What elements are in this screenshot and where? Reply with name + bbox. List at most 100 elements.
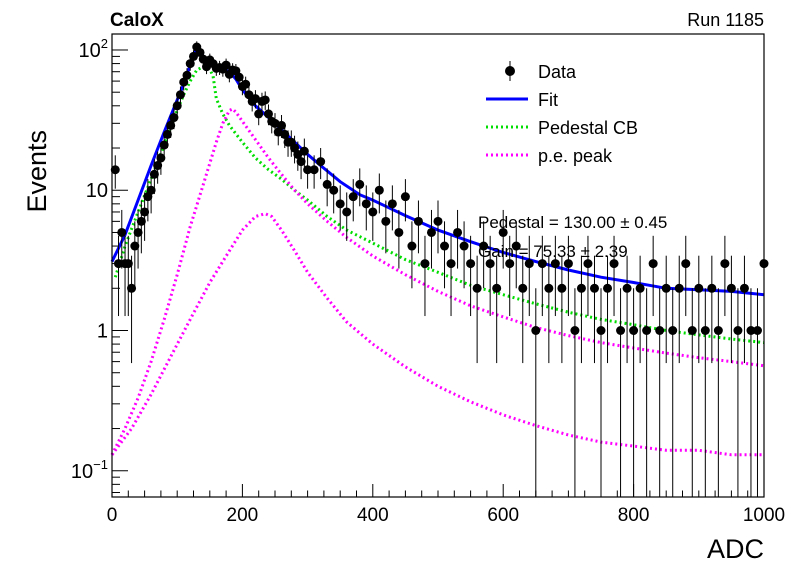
data-point <box>531 326 541 336</box>
data-point <box>309 165 319 175</box>
data-point <box>254 109 264 119</box>
data-point <box>674 283 684 293</box>
data-point <box>361 199 371 209</box>
legend-data-marker <box>505 66 515 76</box>
data-point <box>511 241 521 251</box>
y-axis-ticks: 10−1 1 10 102 <box>71 36 128 493</box>
data-point <box>446 259 456 269</box>
x-tick-label: 1000 <box>743 505 785 526</box>
y-tick-label: 1 <box>97 321 108 343</box>
data-point <box>322 179 332 189</box>
data-point <box>244 90 254 100</box>
data-point <box>524 259 534 269</box>
data-point <box>127 283 137 293</box>
data-point <box>472 283 482 293</box>
data-point <box>117 227 127 237</box>
y-tick-label: 102 <box>79 36 108 62</box>
data-point <box>746 326 756 336</box>
data-point <box>492 283 502 293</box>
legend-entry-label: Data <box>538 62 577 82</box>
series-line-p-e-peak <box>110 107 765 456</box>
data-point <box>537 259 547 269</box>
data-point <box>563 259 573 269</box>
data-point <box>713 326 723 336</box>
data-point <box>459 241 469 251</box>
data-point <box>557 283 567 293</box>
data-point <box>221 60 231 70</box>
data-point <box>277 120 287 130</box>
data-point <box>603 283 613 293</box>
data-point <box>681 259 691 269</box>
data-point <box>185 59 195 69</box>
data-point <box>368 207 378 217</box>
x-tick-label: 400 <box>357 505 389 526</box>
data-point <box>355 179 365 189</box>
data-point <box>156 153 166 163</box>
data-point <box>195 47 205 57</box>
legend-entry-label: p.e. peak <box>538 146 613 166</box>
series-line-p-e-peak <box>110 212 764 457</box>
x-tick-label: 200 <box>227 505 259 526</box>
data-point <box>433 216 443 226</box>
fit-result-pedestal: Pedestal = 130.00 ± 0.45 <box>478 213 667 232</box>
data-point <box>479 241 489 251</box>
data-point <box>166 120 176 130</box>
data-point <box>544 283 554 293</box>
data-point <box>296 157 306 167</box>
data-point <box>413 216 423 226</box>
x-tick-label: 0 <box>107 505 118 526</box>
data-point <box>687 326 697 336</box>
data-point <box>335 199 345 209</box>
data-point <box>440 241 450 251</box>
data-point <box>648 259 658 269</box>
plot-frame <box>111 33 765 498</box>
data-point <box>642 326 652 336</box>
data-point <box>123 259 133 269</box>
data-point <box>189 51 198 61</box>
data-point <box>260 95 270 105</box>
data-point <box>616 326 626 336</box>
data-point <box>661 283 671 293</box>
data-point <box>146 185 156 195</box>
data-point <box>198 54 208 64</box>
data-point <box>140 207 150 217</box>
data-point <box>400 192 410 202</box>
data-point <box>159 140 169 150</box>
data-point <box>505 259 515 269</box>
data-point <box>162 129 172 139</box>
series-layer <box>110 41 769 497</box>
data-point <box>303 165 313 175</box>
data-point <box>407 241 417 251</box>
data-point <box>596 326 606 336</box>
data-point <box>130 241 140 251</box>
data-point <box>550 259 560 269</box>
x-axis-ticks: 0 200 400 600 800 1000 <box>107 484 785 526</box>
data-point <box>694 283 704 293</box>
data-point <box>485 259 495 269</box>
data-point <box>263 109 273 119</box>
legend: Data Fit Pedestal CB p.e. peak <box>486 61 638 166</box>
data-point <box>381 216 391 226</box>
data-point <box>241 79 251 89</box>
data-point <box>426 227 436 237</box>
legend-entry-label: Pedestal CB <box>538 118 638 138</box>
data-point <box>136 216 146 226</box>
data-point <box>466 259 476 269</box>
data-point <box>179 77 189 87</box>
data-point <box>175 90 185 100</box>
data-point <box>153 161 163 171</box>
data-point <box>374 185 384 195</box>
data-point <box>394 227 404 237</box>
data-point <box>570 326 580 336</box>
data-point <box>342 207 352 217</box>
header-left-title: CaloX <box>110 10 164 31</box>
data-point <box>182 70 192 80</box>
x-axis-label: ADC <box>707 534 764 564</box>
data-point <box>453 227 463 237</box>
data-point <box>169 113 179 123</box>
legend-entry-label: Fit <box>538 90 558 110</box>
data-point <box>133 227 143 237</box>
data-point <box>583 259 593 269</box>
data-point <box>172 101 182 111</box>
